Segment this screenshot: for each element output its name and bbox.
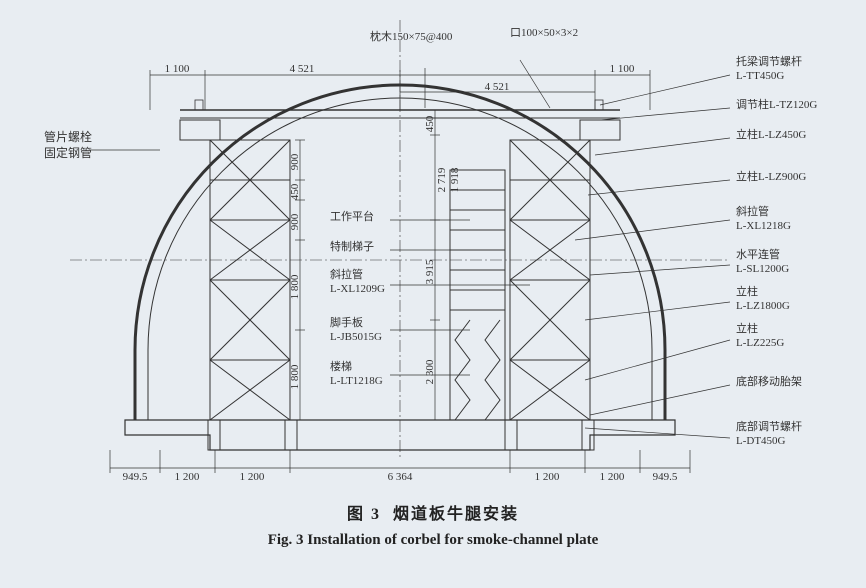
dim-bot-5: 1 200 bbox=[535, 471, 560, 483]
label-r-4: 斜拉管 L-XL1218G bbox=[736, 205, 791, 234]
label-left-l1: 管片螺栓 bbox=[44, 130, 92, 146]
dim-c-2: 2 719 bbox=[436, 167, 448, 192]
dim-l-5: 1 800 bbox=[289, 364, 301, 389]
label-left: 管片螺栓 固定钢管 bbox=[44, 130, 92, 161]
drawing-area: 1 100 4 521 4 521 1 100 949.5 1 200 1 20… bbox=[30, 20, 836, 490]
dim-c-4: 3 915 bbox=[424, 259, 436, 284]
label-diag: 斜拉管 L-XL1209G bbox=[330, 268, 385, 297]
label-stair: 楼梯 L-LT1218G bbox=[330, 360, 383, 389]
caption-en: Fig. 3 Installation of corbel for smoke-… bbox=[0, 532, 866, 549]
label-r-0: 托梁调节螺杆 L-TT450G bbox=[736, 55, 802, 84]
label-r-7: 立柱 L-LZ225G bbox=[736, 322, 784, 351]
dim-bot-1: 949.5 bbox=[123, 471, 148, 483]
dim-bot-2: 1 200 bbox=[175, 471, 200, 483]
label-r-1: 调节柱L-TZ120G bbox=[736, 98, 817, 112]
caption-block: 图 3 烟道板牛腿安装 Fig. 3 Installation of corbe… bbox=[0, 500, 866, 549]
dim-c-5: 2 300 bbox=[424, 359, 436, 384]
dim-bot-6: 1 200 bbox=[600, 471, 625, 483]
label-r-2: 立柱L-LZ450G bbox=[736, 128, 806, 142]
label-work-platform: 工作平台 bbox=[330, 210, 374, 224]
label-footboard: 脚手板 L-JB5015G bbox=[330, 316, 382, 345]
tunnel-diagram: 1 100 4 521 4 521 1 100 949.5 1 200 1 20… bbox=[30, 20, 836, 490]
dim-l-1: 900 bbox=[289, 153, 301, 170]
dim-bot-3: 1 200 bbox=[240, 471, 265, 483]
dim-top-3: 4 521 bbox=[485, 81, 510, 93]
dim-top-1: 1 100 bbox=[165, 63, 190, 75]
label-box: 口100×50×3×2 bbox=[510, 26, 578, 40]
dim-c-1: 450 bbox=[424, 115, 436, 132]
label-r-3: 立柱L-LZ900G bbox=[736, 170, 806, 184]
dim-bot-4: 6 364 bbox=[388, 471, 413, 483]
dim-l-4: 1 800 bbox=[289, 274, 301, 299]
dim-l-2: 450 bbox=[289, 183, 301, 200]
label-r-6: 立柱 L-LZ1800G bbox=[736, 285, 790, 314]
right-scaffold bbox=[510, 140, 590, 420]
label-r-8: 底部移动胎架 bbox=[736, 375, 802, 389]
label-special-ladder: 特制梯子 bbox=[330, 240, 374, 254]
center-ladder bbox=[450, 170, 505, 420]
dim-top-2: 4 521 bbox=[290, 63, 315, 75]
label-sleeper: 枕木150×75@400 bbox=[370, 30, 452, 44]
dim-bot-7: 949.5 bbox=[653, 471, 678, 483]
label-left-l2: 固定钢管 bbox=[44, 146, 92, 162]
dim-c-3: 1 918 bbox=[449, 167, 461, 192]
left-scaffold bbox=[210, 140, 290, 420]
label-r-9: 底部调节螺杆 L-DT450G bbox=[736, 420, 802, 449]
dim-top-4: 1 100 bbox=[610, 63, 635, 75]
dim-l-3: 900 bbox=[289, 213, 301, 230]
label-r-5: 水平连管 L-SL1200G bbox=[736, 248, 789, 277]
caption-zh: 图 3 烟道板牛腿安装 bbox=[0, 500, 866, 524]
